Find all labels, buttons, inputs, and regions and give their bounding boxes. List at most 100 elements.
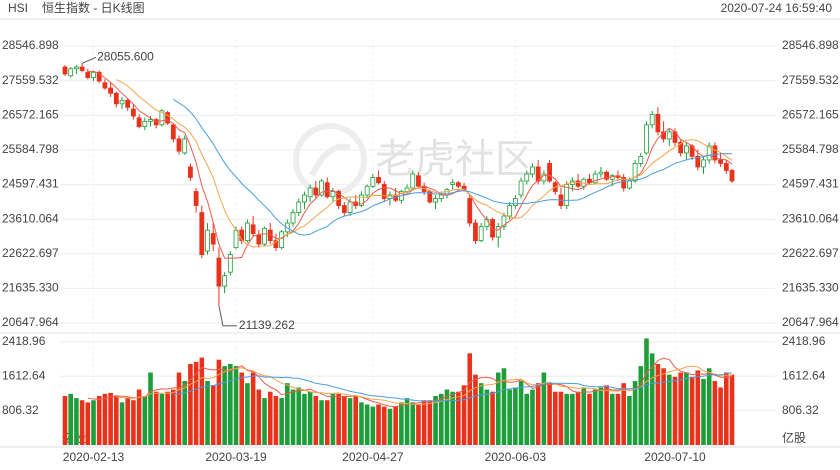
volume-bar [541, 372, 547, 445]
ma-line [116, 79, 733, 248]
candle-body [512, 198, 518, 206]
volume-bar [547, 383, 552, 445]
candle-body [701, 159, 706, 168]
volume-bar [245, 383, 250, 445]
candle-body [91, 71, 96, 78]
y-tick-label: 24597.431 [2, 177, 59, 191]
volume-bar [513, 387, 518, 445]
candle-body [718, 159, 723, 164]
candle-body [381, 184, 387, 199]
y-tick-label-right: 28546.898 [782, 38, 839, 52]
volume-bar [456, 391, 461, 445]
volume-bar [473, 374, 478, 445]
candle-body [313, 187, 319, 196]
candle-body [592, 173, 598, 184]
candle-body [598, 171, 604, 175]
candle-body [210, 233, 216, 245]
volume-bar [467, 353, 473, 445]
volume-bar [587, 393, 592, 445]
volume-bar [381, 406, 387, 445]
volume-bar [142, 395, 148, 445]
chart-name: 恒生指数 - 日K线图 [42, 0, 145, 15]
candle-body [495, 226, 501, 238]
volume-bar [74, 398, 79, 445]
candle-body [678, 141, 684, 154]
volume-bar [450, 391, 455, 445]
candle-body [290, 212, 296, 224]
candle-body [695, 156, 701, 168]
y-tick-label: 28546.898 [2, 38, 59, 52]
volume-bar [228, 363, 233, 445]
volume-bar [404, 398, 410, 445]
volume-bar [353, 395, 359, 445]
candle-body [364, 185, 370, 196]
candle-body [199, 212, 205, 256]
volume-bar [564, 393, 569, 445]
candle-body [473, 222, 478, 241]
volume-bar [712, 381, 718, 445]
volume-bar [359, 402, 364, 445]
candle-body [524, 173, 530, 182]
volume-bar [319, 400, 324, 445]
y-tick-label: 21635.330 [2, 281, 59, 295]
volume-bar [79, 400, 85, 445]
volume-bar [701, 378, 706, 445]
volume-bar [393, 406, 398, 445]
candle-body [501, 215, 507, 227]
volume-bar [615, 393, 621, 445]
volume-bar [410, 402, 416, 445]
volume-bar [119, 402, 125, 445]
candle-body [119, 99, 125, 105]
candle-body [416, 175, 421, 187]
volume-bar [718, 387, 723, 445]
volume-bar [399, 402, 404, 445]
candle-body [170, 124, 176, 140]
candle-body [245, 222, 250, 241]
volume-bar [302, 393, 307, 445]
volume-bar [575, 391, 581, 445]
volume-bar [478, 383, 484, 445]
candle-body [621, 177, 627, 189]
candle-body [136, 117, 142, 128]
volume-bar [501, 368, 507, 445]
volume-bar [233, 366, 239, 445]
volume-bar [347, 398, 353, 445]
volume-bar [632, 381, 638, 445]
volume-unit-right: 亿股 [782, 430, 806, 445]
volume-bar [598, 387, 604, 445]
volume-bar [695, 370, 701, 445]
volume-bar [638, 366, 644, 445]
volume-bar [324, 400, 330, 445]
candle-body [193, 191, 199, 206]
candle-body [433, 198, 438, 203]
candle-body [638, 156, 644, 164]
volume-bar [592, 389, 598, 445]
timestamp: 2020-07-24 16:59:40 [721, 1, 833, 15]
candle-body [176, 138, 182, 152]
candle-body [205, 229, 210, 252]
candle-body [455, 182, 461, 187]
volume-ma-line [116, 365, 733, 406]
candle-body [341, 205, 347, 213]
volume-bar [570, 393, 575, 445]
volume-bar [330, 393, 336, 445]
candle-body [227, 254, 233, 273]
y-tick-label: 25584.798 [2, 142, 59, 156]
candle-body [729, 170, 735, 182]
y-tick-label-right: 27559.532 [782, 73, 839, 87]
candle-body [450, 182, 456, 185]
y-tick-label-right: 21635.330 [782, 281, 839, 295]
volume-bar [296, 387, 302, 445]
volume-bar [210, 385, 216, 445]
candle-body [296, 201, 302, 213]
candle-body [666, 131, 672, 140]
volume-bar [723, 372, 729, 445]
candle-body [490, 219, 495, 238]
y-tick-label: 26572.165 [2, 107, 59, 121]
y-tick-label-right: 26572.165 [782, 107, 839, 121]
candle-body [142, 120, 148, 128]
x-tick-label: 2020-07-10 [644, 450, 706, 464]
candle-body [239, 229, 245, 241]
volume-tick-label-right: 2418.96 [782, 334, 826, 348]
candle-body [256, 234, 262, 245]
